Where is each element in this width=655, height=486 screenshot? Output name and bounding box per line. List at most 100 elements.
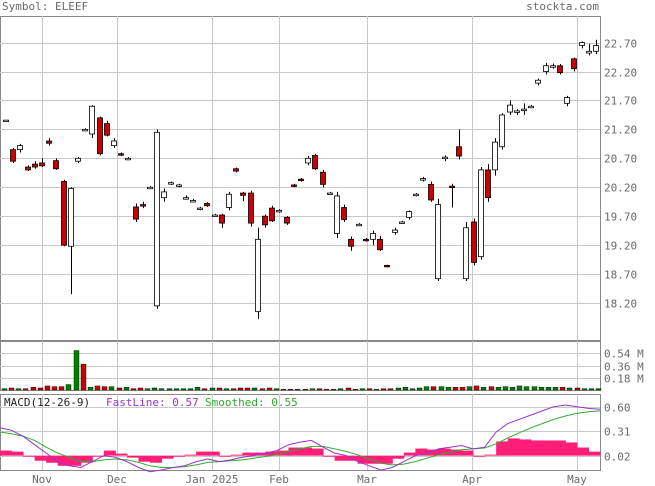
candle-body bbox=[118, 153, 124, 156]
macd-histogram-bar bbox=[380, 455, 393, 464]
candle-body bbox=[492, 141, 498, 171]
macd-histogram-bar bbox=[369, 455, 382, 464]
macd-histogram-bar bbox=[69, 455, 82, 466]
candle-body bbox=[593, 45, 599, 52]
volume-bar bbox=[566, 387, 573, 391]
candle-body bbox=[348, 238, 354, 247]
volume-bar bbox=[116, 387, 123, 391]
volume-bar bbox=[373, 389, 380, 391]
macd-histogram-bar bbox=[576, 447, 589, 456]
candle-body bbox=[298, 178, 304, 182]
macd-histogram-bar bbox=[92, 455, 105, 457]
volume-bar bbox=[108, 386, 115, 391]
macd-histogram-bar bbox=[138, 455, 151, 462]
volume-bar bbox=[166, 388, 173, 391]
macd-histogram-bar bbox=[115, 453, 128, 456]
macd-histogram-bar bbox=[57, 455, 70, 466]
volume-bar bbox=[223, 388, 230, 391]
candle-body bbox=[3, 119, 9, 123]
candle-body bbox=[111, 140, 117, 147]
volume-bar bbox=[294, 389, 301, 391]
volume-bar bbox=[180, 388, 187, 391]
candle-body bbox=[154, 131, 160, 307]
symbol-label: Symbol: ELEEF bbox=[2, 0, 88, 13]
macd-histogram-bar bbox=[207, 451, 220, 456]
candle-body bbox=[226, 193, 232, 208]
volume-bar bbox=[194, 387, 201, 391]
volume-bar bbox=[452, 387, 459, 391]
macd-histogram-bar bbox=[34, 455, 47, 461]
volume-bar bbox=[15, 388, 22, 391]
macd-histogram-bar bbox=[184, 454, 197, 456]
volume-bar bbox=[237, 387, 244, 391]
volume-bar bbox=[574, 387, 581, 391]
x-tick-label: Nov bbox=[32, 473, 52, 486]
macd-histogram-bar bbox=[450, 449, 463, 456]
macd-histogram-bar bbox=[80, 455, 93, 463]
volume-tick-label: 0.18 M bbox=[604, 373, 644, 386]
volume-bar bbox=[581, 388, 588, 391]
candle-body bbox=[535, 79, 541, 84]
volume-bar bbox=[230, 388, 237, 391]
candle-body bbox=[456, 146, 462, 157]
price-tick-label: 21.70 bbox=[604, 95, 637, 108]
macd-histogram-bar bbox=[392, 455, 405, 459]
volume-bar bbox=[1, 388, 8, 391]
candle-body bbox=[514, 110, 520, 113]
macd-histogram-bar bbox=[242, 452, 255, 456]
volume-bar bbox=[395, 387, 402, 391]
candle-body bbox=[550, 65, 556, 68]
candle-body bbox=[269, 207, 275, 222]
x-tick-label: Dec bbox=[107, 473, 127, 486]
candle-body bbox=[168, 182, 174, 185]
macd-histogram-bar bbox=[265, 451, 278, 456]
volume-bar bbox=[209, 387, 216, 391]
candle-body bbox=[140, 204, 146, 207]
volume-bar bbox=[330, 389, 337, 391]
smoothed-label: Smoothed: 0.55 bbox=[205, 396, 298, 409]
candle-body bbox=[543, 65, 549, 72]
volume-bar bbox=[531, 386, 538, 391]
volume-bar bbox=[409, 388, 416, 391]
volume-bar bbox=[438, 386, 445, 391]
candle-body bbox=[363, 238, 369, 242]
macd-histogram-bar bbox=[11, 451, 24, 456]
volume-bar bbox=[337, 388, 344, 391]
candle-body bbox=[413, 193, 419, 197]
candle-body bbox=[284, 216, 290, 224]
volume-bar bbox=[538, 387, 545, 391]
candle-body bbox=[399, 221, 405, 224]
volume-bar bbox=[30, 387, 37, 391]
macd-histogram-bar bbox=[334, 455, 347, 461]
candle-body bbox=[305, 157, 311, 164]
candle-body bbox=[39, 162, 45, 167]
volume-bar bbox=[280, 389, 287, 391]
candle-body bbox=[197, 207, 203, 210]
volume-bar bbox=[44, 385, 51, 391]
candle-body bbox=[32, 163, 38, 168]
price-tick-label: 20.20 bbox=[604, 182, 637, 195]
price-tick-label: 20.70 bbox=[604, 153, 637, 166]
candle-body bbox=[248, 192, 254, 224]
macd-histogram-bar bbox=[415, 448, 428, 456]
candle-body bbox=[276, 209, 282, 213]
macd-histogram-bar bbox=[161, 455, 174, 459]
volume-bar bbox=[187, 388, 194, 391]
macd-title: MACD(12-26-9) bbox=[4, 396, 90, 409]
volume-bar bbox=[595, 388, 602, 391]
price-frame bbox=[0, 16, 601, 341]
candle-body bbox=[133, 206, 139, 220]
volume-bar bbox=[509, 387, 516, 391]
candle-body bbox=[384, 264, 390, 268]
price-tick-label: 18.70 bbox=[604, 269, 637, 282]
macd-histogram-bar bbox=[565, 442, 578, 456]
volume-bar bbox=[316, 388, 323, 391]
x-tick-label: Apr bbox=[462, 473, 482, 486]
volume-bar bbox=[495, 387, 502, 391]
macd-histogram-bar bbox=[507, 438, 520, 456]
x-axis: Nov Dec Jan 2025 Feb Mar Apr May bbox=[32, 473, 587, 486]
candle-body bbox=[212, 214, 218, 217]
candle-body bbox=[68, 188, 74, 247]
volume-bar bbox=[80, 363, 87, 391]
